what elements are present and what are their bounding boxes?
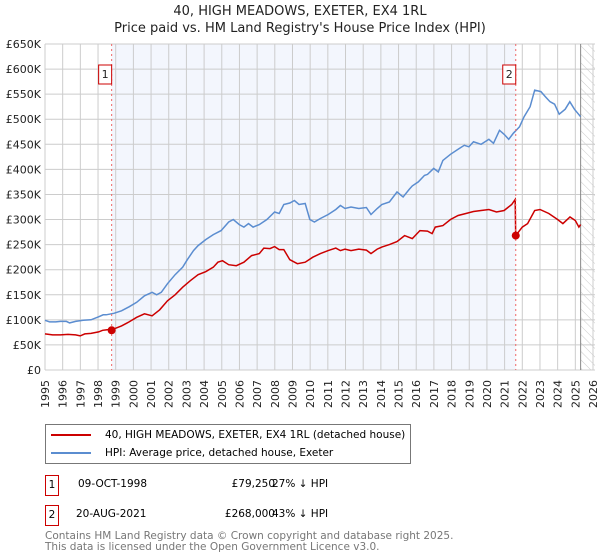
x-tick-label: 1997 [74, 380, 87, 408]
x-tick-label: 1995 [39, 380, 52, 408]
footer-line: This data is licensed under the Open Gov… [45, 541, 380, 553]
legend-item-property: 40, HIGH MEADOWS, EXETER, EX4 1RL (detac… [46, 426, 405, 444]
y-tick-label: £0 [27, 364, 41, 377]
x-tick-label: 2005 [216, 380, 229, 408]
x-tick-label: 2010 [304, 380, 317, 408]
x-tick-label: 1996 [57, 380, 70, 408]
price-paid-line [44, 197, 582, 337]
sale-point [511, 231, 520, 240]
chart-subtitle: Price paid vs. HM Land Registry's House … [114, 21, 486, 36]
y-tick-label: £500K [6, 113, 42, 126]
x-tick-label: 2013 [357, 380, 370, 408]
y-tick-label: £550K [6, 88, 42, 101]
x-tick-label: 2026 [587, 380, 600, 408]
y-tick-label: £350K [6, 188, 42, 201]
x-tick-label: 2018 [446, 380, 459, 408]
x-tick-label: 2012 [340, 380, 353, 408]
y-tick-label: £450K [6, 138, 42, 151]
legend-swatch-red [51, 434, 91, 436]
x-tick-label: 2000 [127, 380, 140, 408]
legend-item-hpi: HPI: Average price, detached house, Exet… [46, 444, 333, 462]
x-tick-label: 2024 [552, 380, 565, 408]
x-tick-label: 2017 [428, 380, 441, 408]
x-tick-label: 2020 [481, 380, 494, 408]
footer: Contains HM Land Registry data © Crown c… [45, 531, 453, 553]
x-tick-label: 2006 [233, 380, 246, 408]
sale-marker-label: 2 [45, 505, 59, 526]
future-hatch-region [580, 44, 595, 370]
ownership-period-shading [111, 44, 516, 370]
x-tick-label: 2016 [410, 380, 423, 408]
y-tick-label: £400K [6, 163, 42, 176]
x-tick-label: 2019 [463, 380, 476, 408]
y-tick-label: £50K [13, 339, 42, 352]
x-tick-label: 2021 [499, 380, 512, 408]
sale-hpi-diff: 27% ↓ HPI [272, 478, 329, 490]
sale-marker-label: 1 [45, 475, 59, 496]
x-tick-label: 2014 [375, 380, 388, 408]
x-tick-label: 2001 [145, 380, 158, 408]
hpi-line [44, 89, 582, 324]
y-tick-label: £250K [6, 239, 42, 252]
legend: 40, HIGH MEADOWS, EXETER, EX4 1RL (detac… [45, 424, 411, 464]
x-tick-label: 2023 [534, 380, 547, 408]
legend-swatch-blue [51, 452, 91, 454]
legend-label: 40, HIGH MEADOWS, EXETER, EX4 1RL (detac… [105, 429, 406, 441]
sale-price: £79,250 [231, 478, 275, 490]
y-tick-label: £300K [6, 214, 42, 227]
sale-label-box [98, 64, 113, 85]
x-tick-label: 2011 [322, 380, 335, 408]
sale-label-text: 1 [102, 68, 109, 81]
x-tick-label: 2007 [251, 380, 264, 408]
x-tick-label: 1998 [92, 380, 105, 408]
sale-price: £268,000 [224, 508, 275, 520]
x-tick-label: 2003 [180, 380, 193, 408]
x-tick-label: 2004 [198, 380, 211, 408]
sale-point [107, 326, 116, 335]
x-tick-label: 1999 [110, 380, 123, 408]
sale-label-text: 2 [506, 68, 513, 81]
x-tick-label: 2009 [286, 380, 299, 408]
x-tick-label: 2015 [393, 380, 406, 408]
x-tick-label: 2022 [516, 380, 529, 408]
footer-line: Contains HM Land Registry data © Crown c… [45, 530, 454, 542]
sale-date: 20-AUG-2021 [76, 508, 147, 520]
y-tick-label: £650K [6, 38, 42, 51]
y-tick-label: £200K [6, 264, 42, 277]
y-tick-label: £600K [6, 63, 42, 76]
sale-hpi-diff: 43% ↓ HPI [272, 508, 329, 520]
plot-area: 1995 1996 1997 1998 1999 2000 2001 2002 2003 2004… [6, 38, 600, 408]
legend-label: HPI: Average price, detached house, Exet… [105, 447, 334, 459]
sale-label-box [502, 64, 517, 85]
x-tick-label: 2008 [269, 380, 282, 408]
y-tick-label: £100K [6, 314, 42, 327]
sale-date: 09-OCT-1998 [78, 478, 147, 490]
x-tick-label: 2002 [163, 380, 176, 408]
x-tick-label: 2025 [569, 380, 582, 408]
y-tick-label: £150K [6, 289, 42, 302]
chart-title: 40, HIGH MEADOWS, EXETER, EX4 1RL [173, 4, 427, 19]
